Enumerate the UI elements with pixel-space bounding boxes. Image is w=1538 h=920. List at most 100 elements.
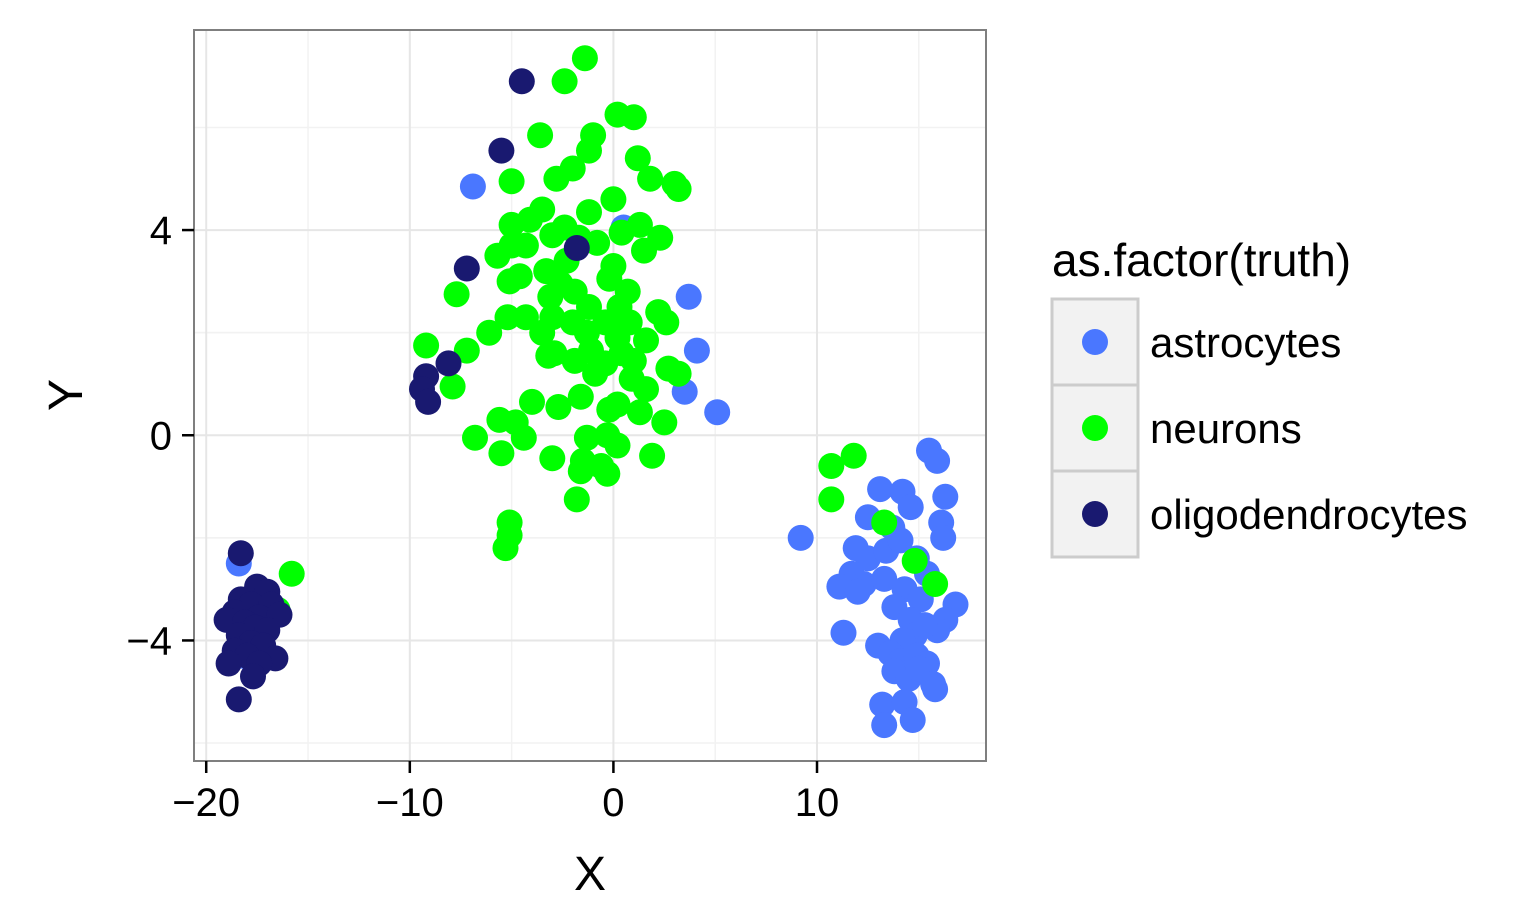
- data-point-neurons: [653, 309, 680, 336]
- data-point-neurons: [527, 122, 554, 149]
- x-tick-label: −10: [376, 781, 444, 825]
- legend-item-neurons: neurons: [1050, 383, 1302, 473]
- data-point-neurons: [582, 360, 609, 387]
- legend-item-oligodendrocytes: oligodendrocytes: [1050, 469, 1468, 559]
- data-point-neurons: [476, 319, 503, 346]
- data-point-neurons: [633, 327, 659, 354]
- data-point-neurons: [561, 347, 588, 374]
- data-point-neurons: [665, 176, 692, 202]
- data-point-neurons: [901, 547, 928, 574]
- x-axis: −20 −10 0 10: [172, 761, 839, 825]
- data-point-neurons: [492, 535, 519, 562]
- data-point-oligodendrocytes: [508, 68, 535, 95]
- legend-item-astrocytes: astrocytes: [1050, 297, 1341, 387]
- data-point-astrocytes: [459, 173, 486, 200]
- data-point-neurons: [576, 137, 602, 164]
- legend-marker-oligodendrocytes: [1082, 501, 1108, 527]
- data-point-oligodendrocytes: [415, 388, 442, 415]
- data-point-neurons: [462, 424, 488, 451]
- data-point-neurons: [584, 229, 611, 256]
- data-point-neurons: [512, 304, 539, 331]
- data-point-oligodendrocytes: [215, 650, 242, 677]
- data-point-astrocytes: [930, 524, 957, 551]
- data-point-neurons: [665, 360, 692, 387]
- data-point-astrocytes: [704, 399, 731, 426]
- data-point-neurons: [573, 424, 600, 451]
- data-point-oligodendrocytes: [240, 663, 266, 690]
- series-neurons: [264, 45, 949, 623]
- y-tick-label: 4: [150, 209, 172, 253]
- data-point-neurons: [512, 232, 539, 259]
- data-point-neurons: [488, 440, 515, 467]
- data-point-neurons: [539, 445, 566, 472]
- legend-label: neurons: [1150, 405, 1302, 452]
- legend-title: as.factor(truth): [1052, 234, 1351, 286]
- data-point-neurons: [519, 388, 545, 415]
- data-point-astrocytes: [871, 712, 898, 739]
- data-point-neurons: [537, 283, 564, 310]
- data-point-neurons: [576, 199, 602, 226]
- data-point-astrocytes: [867, 476, 894, 503]
- data-point-astrocytes: [887, 527, 914, 554]
- data-point-neurons: [639, 442, 666, 469]
- data-point-astrocytes: [932, 483, 959, 510]
- data-point-oligodendrocytes: [563, 235, 590, 261]
- data-point-neurons: [840, 442, 867, 469]
- x-axis-title: X: [574, 848, 606, 901]
- data-point-oligodendrocytes: [453, 255, 480, 282]
- data-point-neurons: [576, 294, 602, 320]
- data-point-neurons: [620, 104, 647, 131]
- data-point-neurons: [608, 219, 635, 246]
- data-point-neurons: [439, 373, 466, 400]
- data-point-oligodendrocytes: [225, 686, 252, 713]
- data-point-neurons: [596, 265, 623, 292]
- data-point-neurons: [567, 383, 594, 410]
- data-point-oligodendrocytes: [488, 137, 515, 164]
- data-point-astrocytes: [922, 676, 949, 703]
- data-point-neurons: [510, 424, 537, 451]
- plot-border: [193, 29, 987, 762]
- legend-label: astrocytes: [1150, 319, 1341, 366]
- data-points: [213, 45, 969, 739]
- data-point-neurons: [871, 509, 898, 536]
- data-point-neurons: [494, 304, 521, 331]
- data-point-astrocytes: [871, 565, 898, 592]
- legend-label: oligodendrocytes: [1150, 491, 1468, 538]
- data-point-neurons: [626, 399, 653, 426]
- x-tick-label: 0: [602, 781, 624, 825]
- data-point-astrocytes: [924, 447, 951, 474]
- y-axis: −4 0 4: [126, 209, 194, 663]
- legend: as.factor(truth) astrocytes neurons oligod…: [1050, 234, 1468, 559]
- data-point-oligodendrocytes: [435, 350, 462, 377]
- data-point-neurons: [563, 486, 590, 513]
- data-point-neurons: [539, 222, 566, 249]
- data-point-neurons: [571, 45, 598, 72]
- data-point-astrocytes: [683, 337, 710, 364]
- data-point-neurons: [600, 186, 627, 213]
- data-point-astrocytes: [844, 578, 871, 605]
- data-point-neurons: [567, 458, 594, 485]
- y-axis-title: Y: [40, 379, 93, 411]
- data-point-neurons: [529, 319, 556, 346]
- data-point-neurons: [604, 432, 631, 459]
- legend-marker-neurons: [1082, 415, 1108, 441]
- x-tick-label: 10: [795, 781, 840, 825]
- data-point-neurons: [443, 281, 470, 308]
- data-point-neurons: [498, 168, 525, 195]
- data-point-neurons: [496, 268, 523, 295]
- data-point-neurons: [551, 68, 578, 95]
- data-point-neurons: [453, 337, 480, 364]
- x-tick-label: −20: [172, 781, 240, 825]
- y-tick-label: 0: [150, 414, 172, 458]
- data-point-astrocytes: [869, 691, 896, 718]
- data-point-astrocytes: [899, 707, 926, 733]
- data-point-oligodendrocytes: [227, 540, 254, 567]
- data-point-neurons: [278, 560, 305, 587]
- legend-marker-astrocytes: [1082, 329, 1108, 355]
- data-point-neurons: [818, 486, 845, 513]
- data-point-neurons: [818, 453, 845, 479]
- data-point-astrocytes: [675, 283, 702, 310]
- data-point-neurons: [633, 376, 659, 403]
- data-point-neurons: [651, 409, 678, 436]
